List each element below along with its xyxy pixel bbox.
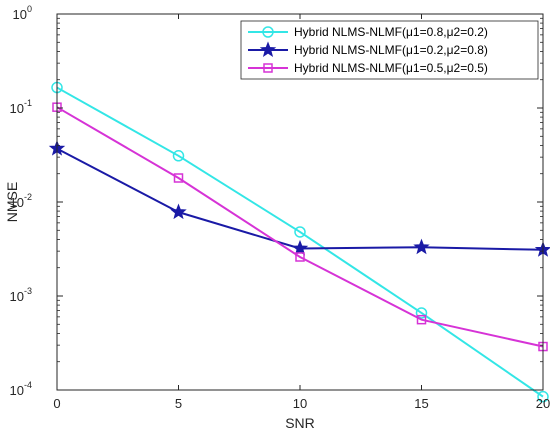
legend: Hybrid NLMS-NLMF(μ1=0.8,μ2=0.2) Hybrid NL…	[240, 20, 539, 80]
series-2-point	[413, 238, 430, 255]
axis-layer: 0 5 10 15 20 100 10-1 10-2 10-3 10-4	[10, 4, 550, 411]
series-3-line	[56, 106, 544, 348]
y-tick-label--4: 10-4	[10, 380, 32, 398]
legend-marker-1	[262, 26, 274, 38]
x-tick-label-0: 0	[53, 396, 60, 411]
y-tick-label--3: 10-3	[10, 286, 32, 304]
legend-item-2: Hybrid NLMS-NLMF(μ1=0.2,μ2=0.8)	[248, 41, 488, 57]
series-2-point	[291, 239, 309, 256]
y-axis-label: NMSE	[4, 182, 20, 222]
x-tick-label-5: 5	[175, 396, 182, 411]
series-1-line	[56, 86, 544, 398]
legend-marker-2	[259, 41, 277, 57]
x-tick-label-15: 15	[414, 396, 428, 411]
series-3-point	[173, 173, 184, 183]
y-tick-label-0: 100	[13, 4, 32, 22]
y-tick-label--2: 10-2	[10, 192, 32, 210]
legend-marker-3	[263, 63, 273, 73]
legend-label-1: Hybrid NLMS-NLMF(μ1=0.8,μ2=0.2)	[294, 25, 488, 39]
legend-box	[240, 20, 539, 80]
series-1-point	[294, 226, 306, 238]
x-axis-label: SNR	[285, 415, 315, 431]
x-tick-label-10: 10	[293, 396, 307, 411]
series-3-point	[295, 252, 305, 262]
series-3-point	[416, 314, 427, 325]
series-1-point	[415, 307, 428, 319]
series-2-point	[170, 203, 187, 220]
legend-item-3: Hybrid NLMS-NLMF(μ1=0.5,μ2=0.5)	[248, 61, 488, 75]
series-1-point	[172, 150, 185, 162]
x-tick-label-20: 20	[536, 396, 550, 411]
legend-label-3: Hybrid NLMS-NLMF(μ1=0.5,μ2=0.5)	[294, 61, 488, 75]
legend-label-2: Hybrid NLMS-NLMF(μ1=0.2,μ2=0.8)	[294, 43, 488, 57]
legend-items: Hybrid NLMS-NLMF(μ1=0.8,μ2=0.2) Hybrid NL…	[248, 25, 488, 75]
series-1-point	[537, 390, 549, 403]
legend-item-1: Hybrid NLMS-NLMF(μ1=0.8,μ2=0.2)	[248, 25, 488, 39]
y-tick-label--1: 10-1	[10, 98, 32, 116]
